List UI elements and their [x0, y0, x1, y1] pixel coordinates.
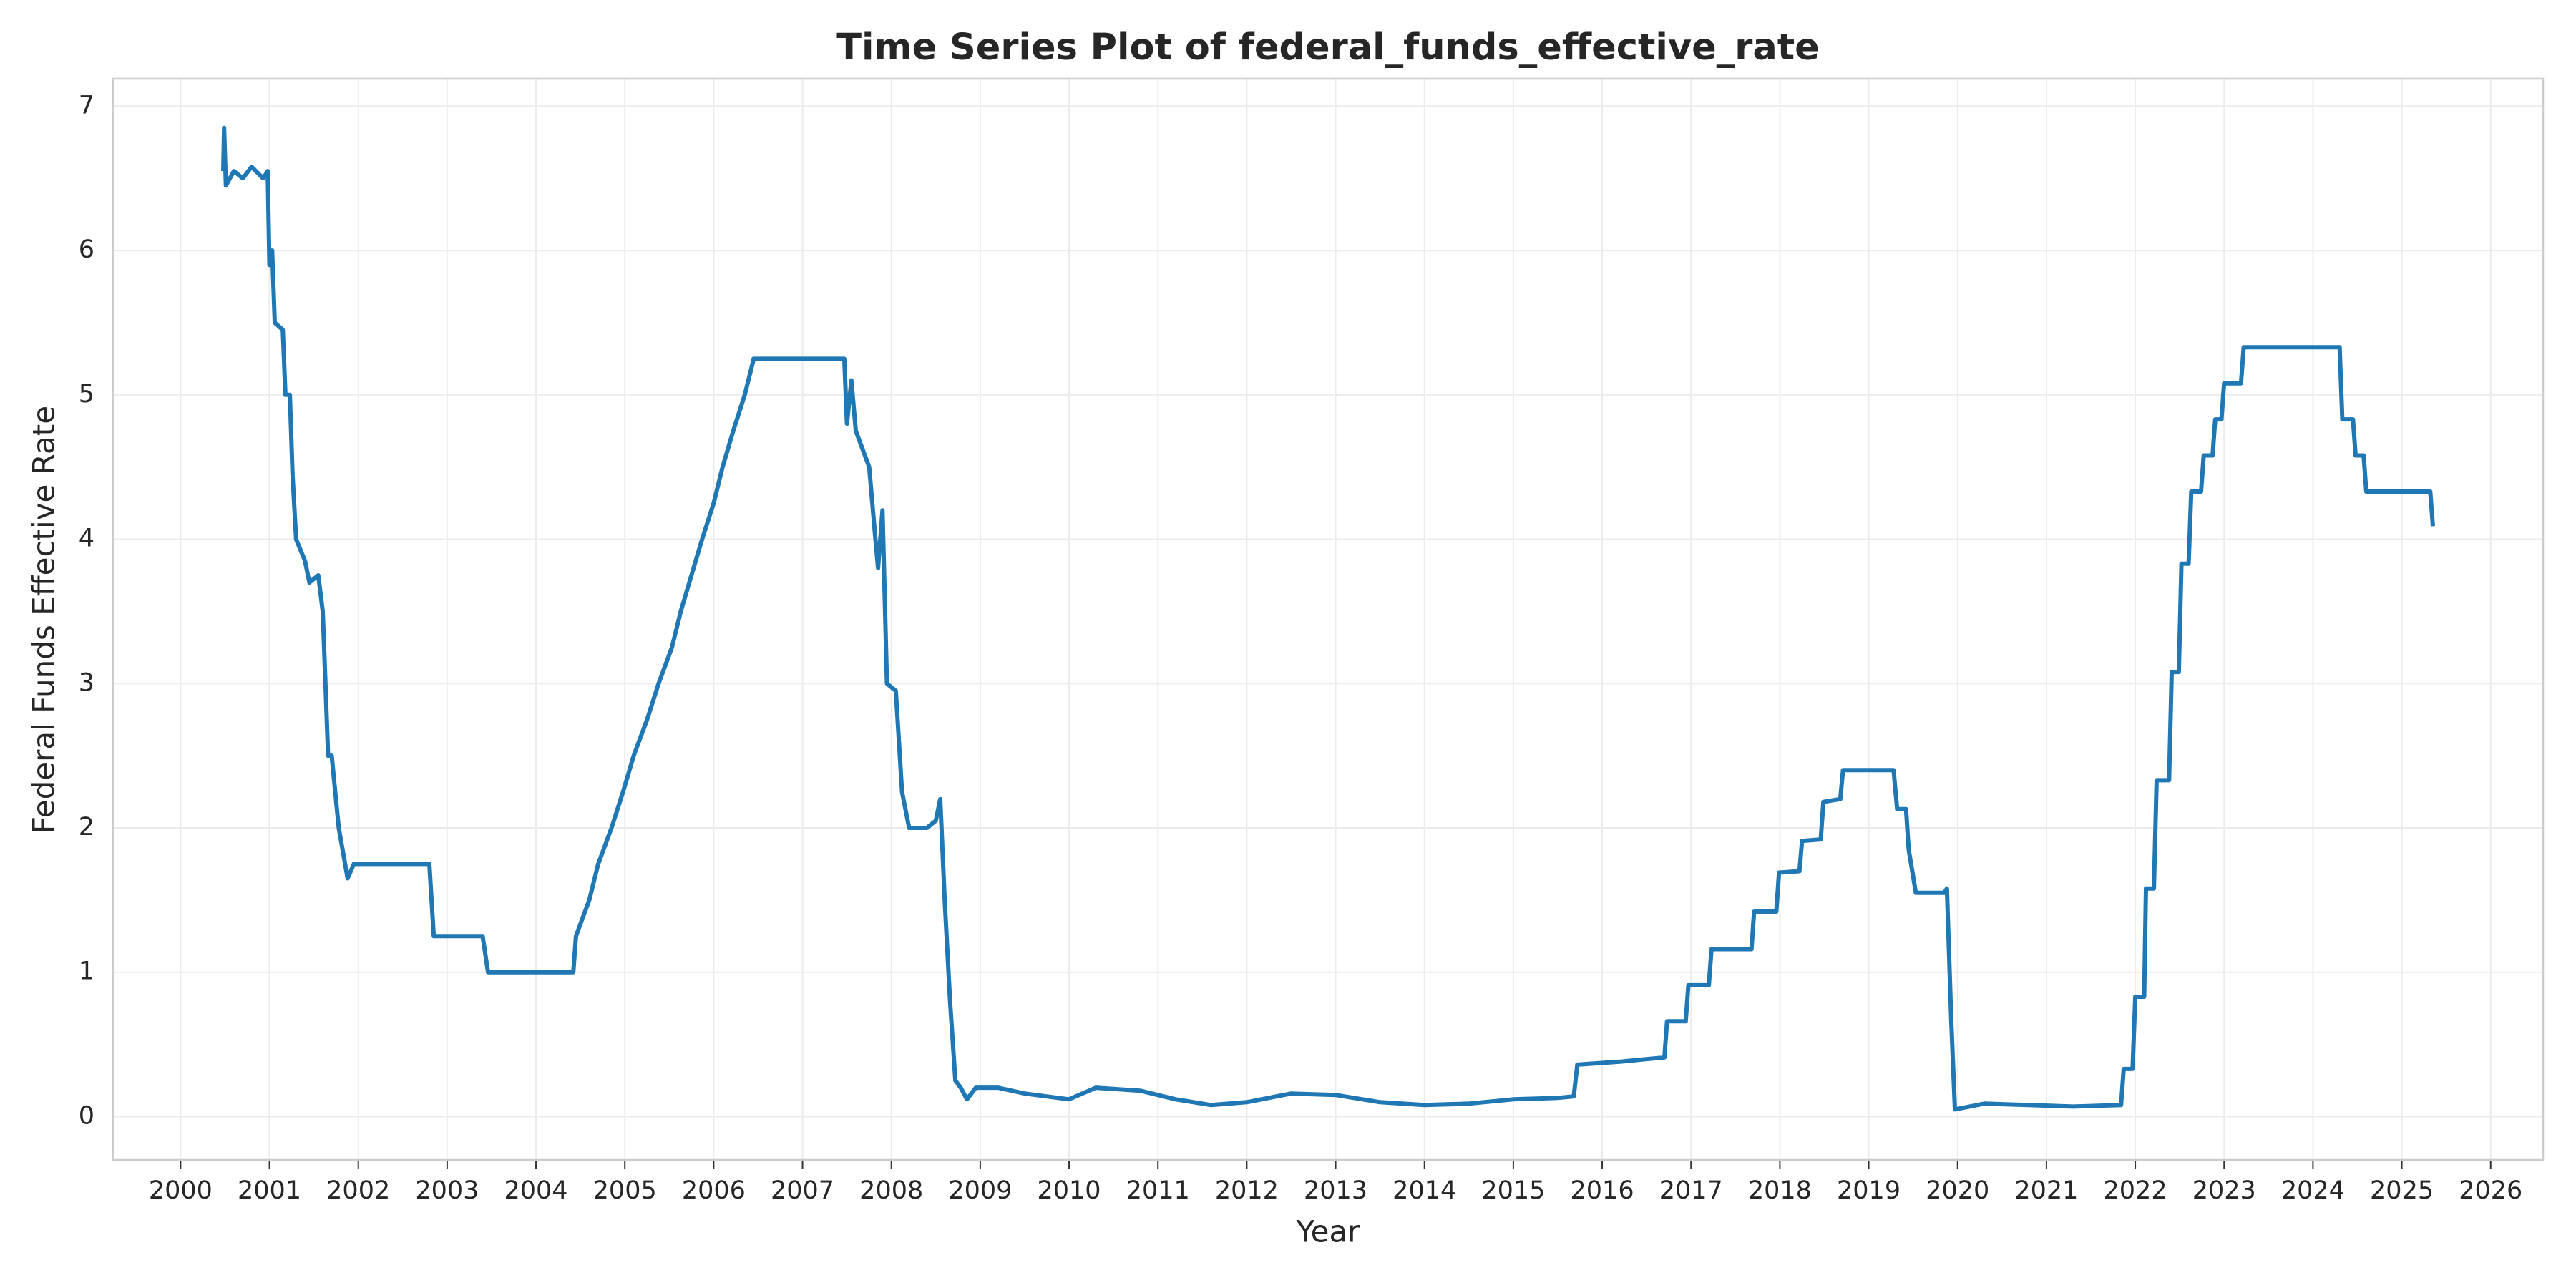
- y-tick-label: 3: [79, 668, 94, 697]
- x-tick-label: 2026: [2459, 1176, 2522, 1205]
- x-tick-label: 2017: [1659, 1176, 1723, 1205]
- y-tick-label: 4: [79, 525, 94, 553]
- x-tick-label: 2020: [1926, 1176, 1989, 1205]
- x-tick-label: 2023: [2192, 1176, 2256, 1205]
- y-axis-label: Federal Funds Effective Rate: [26, 406, 62, 834]
- y-tick-label: 6: [79, 235, 94, 264]
- x-tick-label: 2006: [682, 1176, 746, 1205]
- y-tick-label: 2: [79, 813, 94, 841]
- y-tick-label: 5: [79, 380, 94, 409]
- x-tick-label: 2008: [859, 1176, 923, 1205]
- x-tick-label: 2000: [149, 1176, 213, 1205]
- x-tick-label: 2001: [238, 1176, 301, 1205]
- x-tick-label: 2025: [2370, 1176, 2434, 1205]
- y-tick-label: 1: [79, 957, 94, 986]
- x-tick-label: 2014: [1392, 1176, 1456, 1205]
- x-tick-label: 2016: [1571, 1176, 1634, 1205]
- x-tick-label: 2010: [1038, 1176, 1101, 1205]
- plot-frame: [112, 77, 2545, 1161]
- x-tick-label: 2011: [1126, 1176, 1190, 1205]
- x-tick-label: 2007: [771, 1176, 834, 1205]
- x-tick-label: 2013: [1304, 1176, 1367, 1205]
- chart-title: Time Series Plot of federal_funds_effect…: [836, 26, 1819, 69]
- x-tick-label: 2018: [1748, 1176, 1812, 1205]
- x-axis-label: Year: [1296, 1214, 1361, 1249]
- x-tick-label: 2019: [1837, 1176, 1901, 1205]
- x-tick-label: 2009: [948, 1176, 1012, 1205]
- y-tick-label: 7: [79, 91, 94, 119]
- x-tick-label: 2015: [1481, 1176, 1545, 1205]
- x-tick-label: 2012: [1215, 1176, 1279, 1205]
- x-tick-label: 2024: [2281, 1176, 2345, 1205]
- y-tick-label: 0: [79, 1101, 94, 1130]
- x-tick-label: 2021: [2014, 1176, 2078, 1205]
- x-tick-label: 2002: [326, 1176, 390, 1205]
- x-tick-label: 2004: [504, 1176, 568, 1205]
- x-tick-label: 2003: [415, 1176, 479, 1205]
- x-tick-label: 2005: [593, 1176, 657, 1205]
- x-tick-label: 2022: [2104, 1176, 2167, 1205]
- data-line: [221, 125, 2435, 1112]
